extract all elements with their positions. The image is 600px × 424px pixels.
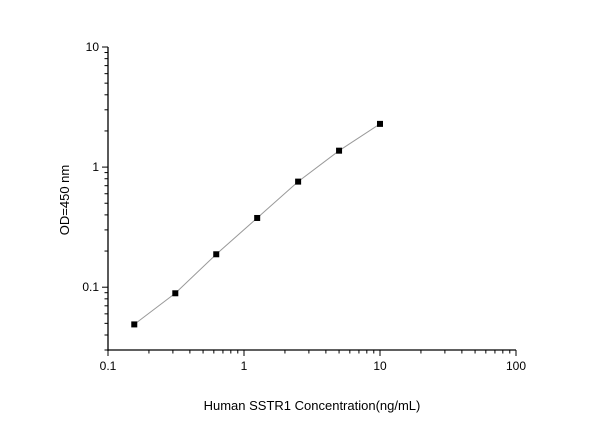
x-tick-label: 100 xyxy=(506,359,526,373)
y-tick-label: 0.1 xyxy=(82,280,99,294)
data-point xyxy=(213,251,220,258)
data-points xyxy=(131,120,383,328)
axes: 0.1 1 10 100 0.1 1 10 xyxy=(82,40,526,373)
data-point xyxy=(254,214,261,221)
data-point xyxy=(336,147,343,154)
x-tick-label: 10 xyxy=(373,359,387,373)
data-point xyxy=(131,321,138,328)
fit-line xyxy=(133,123,381,325)
x-axis-label: Human SSTR1 Concentration(ng/mL) xyxy=(204,398,421,413)
data-point xyxy=(295,178,302,185)
x-tick-label: 0.1 xyxy=(100,359,117,373)
x-tick-label: 1 xyxy=(241,359,248,373)
data-point xyxy=(172,290,179,297)
fit-curve xyxy=(133,123,381,325)
data-point xyxy=(377,120,383,127)
y-axis-label: OD=450 nm xyxy=(57,165,72,235)
y-tick-label: 1 xyxy=(92,160,99,174)
y-tick-label: 10 xyxy=(86,40,100,54)
